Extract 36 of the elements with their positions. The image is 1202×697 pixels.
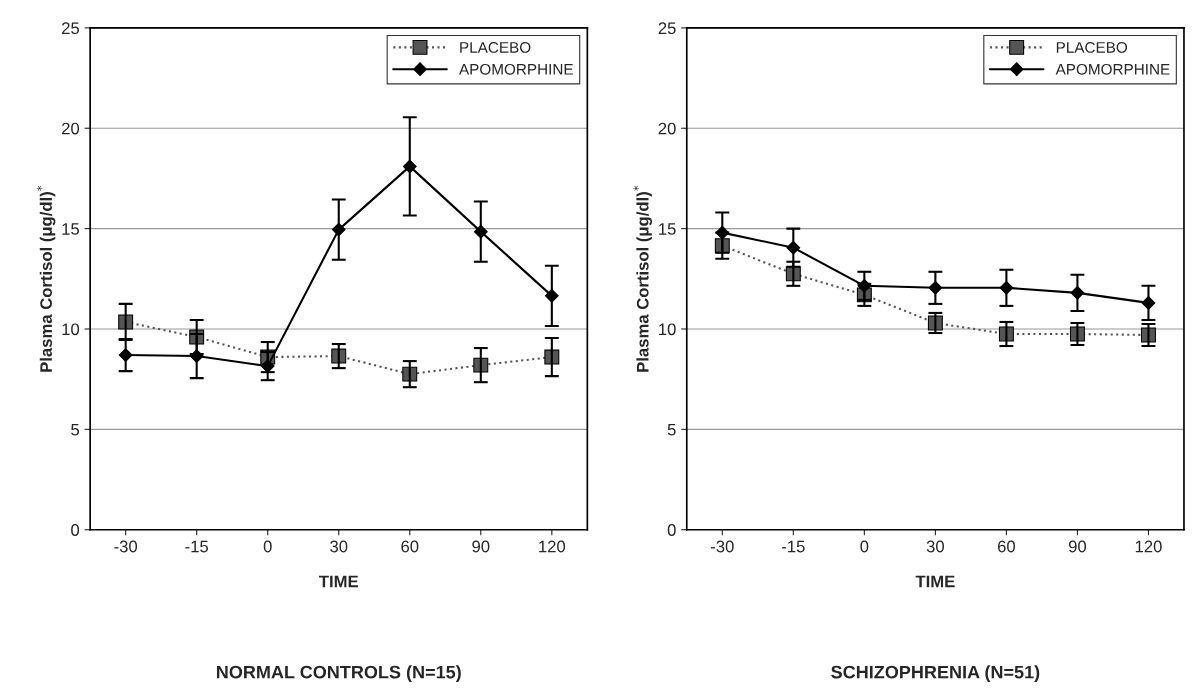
y-tick-label: 20 xyxy=(658,122,676,135)
x-tick-label: 0 xyxy=(860,540,869,553)
x-tick-label: 30 xyxy=(926,540,944,553)
x-tick-label: 30 xyxy=(330,540,348,553)
legend-label: APOMORPHINE xyxy=(1055,63,1170,75)
text: NORMAL CONTROLS (N=15) xyxy=(216,665,461,683)
legend-label: PLACEBO xyxy=(460,42,531,53)
x-tick-label: 0 xyxy=(263,540,272,553)
x-tick-label: 90 xyxy=(1068,540,1087,553)
x-tick-label: 120 xyxy=(1135,540,1162,553)
x-tick-label: -15 xyxy=(185,540,209,553)
x-tick-label: 60 xyxy=(997,540,1016,553)
y-tick-label: 25 xyxy=(62,22,80,35)
x-tick-label: 120 xyxy=(539,540,566,553)
x-tick-label: 90 xyxy=(472,540,490,553)
y-axis-title: Plasma Cortisol (μg/dl)$^{*}$ xyxy=(633,185,653,372)
legend-label: PLACEBO xyxy=(1056,42,1128,53)
x-tick-label: -30 xyxy=(710,540,734,553)
y-tick-label: 15 xyxy=(62,223,80,235)
x-tick-label: -15 xyxy=(782,540,805,553)
x-axis-title: TIME xyxy=(319,575,358,588)
x-tick-label: -30 xyxy=(114,540,138,553)
y-tick-label: 10 xyxy=(659,323,676,336)
y-tick-label: 0 xyxy=(667,524,676,536)
x-axis-title: TIME xyxy=(915,575,955,588)
y-tick-label: 10 xyxy=(62,323,80,336)
y-tick-label: 20 xyxy=(62,122,80,135)
y-tick-label: 5 xyxy=(667,423,676,436)
x-tick-label: 60 xyxy=(401,540,419,553)
text: SCHIZOPHRENIA (N=51) xyxy=(831,665,1040,683)
legend-label: APOMORPHINE xyxy=(459,63,573,75)
y-tick-label: 0 xyxy=(71,524,80,536)
y-tick-label: 25 xyxy=(658,22,676,35)
y-axis-title: Plasma Cortisol (μg/dl)$^{*}$ xyxy=(36,185,56,372)
y-tick-label: 5 xyxy=(71,423,80,436)
y-tick-label: 15 xyxy=(659,223,676,235)
